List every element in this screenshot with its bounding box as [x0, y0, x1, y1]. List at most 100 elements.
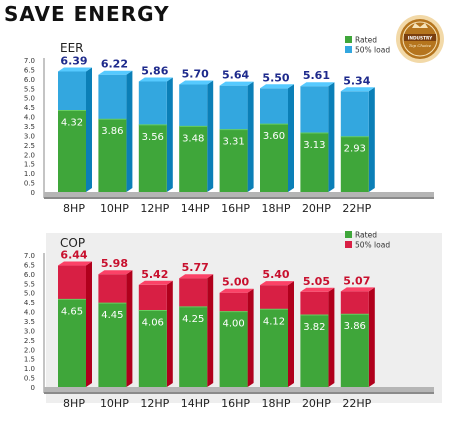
cop-load-value-label: 5.07 — [343, 274, 370, 287]
eer-chart-title: EER — [60, 41, 84, 55]
cop-bar-side — [207, 274, 214, 387]
eer-bar-load — [98, 74, 127, 120]
cop-bar-side — [328, 287, 335, 387]
cop-bar-rated — [340, 314, 369, 387]
cop-y-tick-label: 2.5 — [24, 337, 35, 345]
cop-bar-side — [166, 280, 173, 387]
eer-y-tick-label: 7.0 — [24, 57, 35, 65]
eer-bar-top — [260, 84, 294, 89]
eer-bar-load — [340, 91, 369, 137]
eer-load-value-label: 5.70 — [182, 68, 209, 81]
cop-category-label: 16HP — [221, 397, 250, 410]
eer-bar-rated — [179, 126, 208, 192]
eer-bar-load — [219, 85, 248, 130]
cop-bar-load — [340, 291, 369, 315]
eer-bar-top — [98, 70, 133, 75]
cop-bar-rated — [58, 299, 86, 387]
eer-legend-label-1: 50% load — [355, 46, 390, 55]
page-title: SAVE ENERGY — [4, 2, 170, 26]
eer-bar-load — [300, 86, 329, 133]
eer-bar-top — [340, 87, 375, 92]
cop-category-label: 22HP — [342, 397, 371, 410]
cop-bar-load — [98, 274, 127, 304]
cop-y-tick-label: 4.0 — [24, 309, 35, 317]
industry-award-badge-icon: INDUSTRY Top Choice — [396, 15, 444, 63]
eer-bar-rated — [260, 124, 288, 192]
cop-bar-rated — [260, 309, 288, 387]
cop-y-tick-label: 0.5 — [24, 375, 35, 383]
cop-rated-value-label: 4.00 — [222, 319, 244, 330]
eer-bar-top — [58, 67, 92, 72]
cop-bar-top — [340, 287, 375, 292]
cop-load-value-label: 5.00 — [222, 276, 249, 289]
eer-y-tick-label: 3.0 — [24, 132, 35, 140]
eer-bar-top — [219, 81, 254, 86]
cop-bar-top — [58, 261, 92, 266]
eer-category-label: 14HP — [181, 202, 210, 215]
eer-y-tick-label: 1.5 — [24, 161, 35, 169]
eer-legend-swatch-0 — [345, 36, 352, 43]
eer-rated-value-label: 3.31 — [222, 137, 244, 148]
cop-load-value-label: 5.98 — [101, 257, 128, 270]
eer-rated-value-label: 2.93 — [344, 144, 366, 155]
cop-load-value-label: 5.40 — [262, 268, 289, 281]
cop-y-tick-label: 7.0 — [24, 252, 35, 260]
cop-bar-top — [300, 287, 335, 292]
eer-y-tick-label: 0.5 — [24, 180, 35, 188]
eer-bar-rated — [138, 124, 167, 192]
cop-bar-load — [300, 291, 329, 315]
cop-bar-top — [219, 288, 254, 293]
eer-bar-side — [368, 87, 375, 192]
cop-category-label: 18HP — [262, 397, 291, 410]
cop-y-tick-label: 6.5 — [24, 261, 35, 269]
eer-rated-value-label: 3.56 — [142, 132, 164, 143]
cop-bar-load — [260, 285, 288, 310]
eer-bar-load — [260, 88, 288, 125]
cop-bar-load — [138, 284, 167, 311]
cop-y-tick-label: 0 — [31, 384, 35, 392]
eer-category-label: 18HP — [262, 202, 291, 215]
eer-bar-rated — [58, 110, 86, 192]
eer-bar-rated — [98, 119, 127, 192]
eer-bar-load — [138, 81, 167, 125]
eer-bar-side — [247, 81, 254, 192]
cop-y-tick-label: 3.0 — [24, 327, 35, 335]
eer-y-tick-label: 5.5 — [24, 85, 35, 93]
cop-bar-side — [126, 270, 133, 387]
eer-bar-top — [138, 77, 173, 82]
eer-bar-side — [86, 67, 92, 192]
cop-bar-top — [138, 280, 173, 285]
cop-load-value-label: 5.05 — [303, 275, 330, 288]
eer-category-label: 10HP — [100, 202, 129, 215]
cop-legend-label-1: 50% load — [355, 241, 390, 250]
cop-category-label: 20HP — [302, 397, 331, 410]
cop-category-label: 14HP — [181, 397, 210, 410]
cop-bar-top — [98, 270, 133, 275]
eer-y-tick-label: 0 — [31, 189, 35, 197]
eer-bar-side — [126, 70, 133, 192]
cop-y-tick-label: 5.5 — [24, 280, 35, 288]
cop-y-tick-label: 3.5 — [24, 318, 35, 326]
eer-y-tick-label: 4.5 — [24, 104, 35, 112]
eer-bar-load — [58, 71, 86, 111]
cop-rated-value-label: 4.25 — [182, 314, 204, 325]
cop-bar-side — [368, 287, 375, 387]
cop-rated-value-label: 4.65 — [61, 306, 83, 317]
eer-rated-value-label: 3.48 — [182, 133, 204, 144]
cop-bar-rated — [300, 314, 329, 387]
eer-category-label: 20HP — [302, 202, 331, 215]
eer-bar-side — [328, 82, 335, 192]
eer-load-value-label: 6.22 — [101, 58, 128, 71]
cop-rated-value-label: 3.86 — [344, 321, 366, 332]
eer-load-value-label: 6.39 — [60, 55, 87, 68]
cop-bar-side — [288, 281, 294, 387]
badge-subtitle: Top Choice — [409, 43, 432, 48]
cop-bar-load — [58, 265, 86, 300]
eer-y-tick-label: 4.0 — [24, 114, 35, 122]
eer-bar-top — [300, 82, 335, 87]
eer-y-tick-label: 2.0 — [24, 151, 35, 159]
eer-category-label: 22HP — [342, 202, 371, 215]
eer-category-label: 8HP — [63, 202, 85, 215]
eer-rated-value-label: 3.13 — [303, 140, 325, 151]
eer-bar-side — [207, 80, 214, 192]
